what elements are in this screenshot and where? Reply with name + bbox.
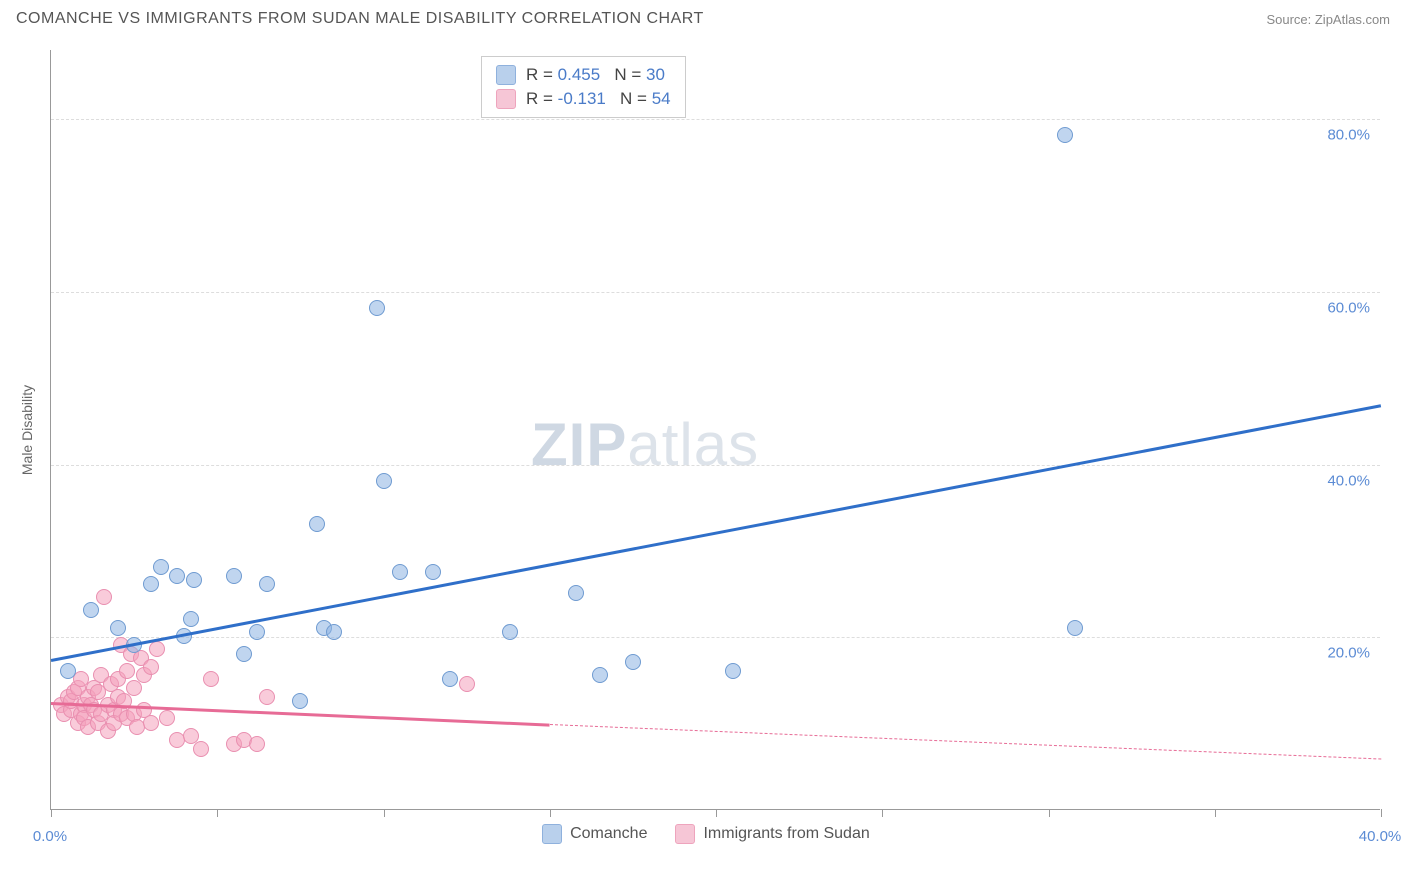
legend-swatch — [542, 824, 562, 844]
legend-label: Immigrants from Sudan — [703, 825, 869, 843]
data-point — [392, 564, 408, 580]
chart-header: COMANCHE VS IMMIGRANTS FROM SUDAN MALE D… — [0, 0, 1406, 36]
data-point — [193, 741, 209, 757]
data-point — [203, 671, 219, 687]
data-point — [153, 559, 169, 575]
stats-row: R = 0.455 N = 30 — [496, 63, 671, 87]
data-point — [143, 659, 159, 675]
data-point — [1057, 127, 1073, 143]
data-point — [60, 663, 76, 679]
stats-row: R = -0.131 N = 54 — [496, 87, 671, 111]
x-tick-mark — [51, 809, 52, 817]
data-point — [183, 611, 199, 627]
data-point — [236, 646, 252, 662]
x-tick-mark — [1215, 809, 1216, 817]
y-axis-label-container: Male Disability — [12, 50, 42, 810]
y-tick-label: 20.0% — [1327, 645, 1370, 662]
data-point — [186, 572, 202, 588]
watermark-zip: ZIP — [531, 411, 627, 478]
data-point — [376, 473, 392, 489]
x-tick-mark — [217, 809, 218, 817]
data-point — [292, 693, 308, 709]
legend-item: Immigrants from Sudan — [675, 824, 869, 844]
data-point — [143, 576, 159, 592]
watermark-atlas: atlas — [627, 411, 759, 478]
data-point — [119, 663, 135, 679]
data-point — [442, 671, 458, 687]
y-tick-label: 60.0% — [1327, 299, 1370, 316]
y-tick-label: 40.0% — [1327, 472, 1370, 489]
stats-text: R = -0.131 N = 54 — [526, 89, 671, 109]
data-point — [425, 564, 441, 580]
x-tick-mark — [1049, 809, 1050, 817]
legend: Comanche Immigrants from Sudan — [542, 824, 870, 844]
data-point — [1067, 620, 1083, 636]
data-point — [149, 641, 165, 657]
data-point — [226, 568, 242, 584]
data-point — [725, 663, 741, 679]
watermark: ZIPatlas — [531, 410, 759, 479]
data-point — [259, 576, 275, 592]
gridline — [51, 465, 1380, 466]
y-tick-label: 80.0% — [1327, 127, 1370, 144]
data-point — [143, 715, 159, 731]
stats-text: R = 0.455 N = 30 — [526, 65, 665, 85]
legend-item: Comanche — [542, 824, 647, 844]
data-point — [625, 654, 641, 670]
data-point — [249, 736, 265, 752]
data-point — [369, 300, 385, 316]
x-tick-label: 40.0% — [1359, 828, 1402, 845]
data-point — [96, 589, 112, 605]
trend-line — [51, 404, 1381, 661]
data-point — [568, 585, 584, 601]
data-point — [110, 620, 126, 636]
trend-line-extension — [550, 724, 1381, 760]
stats-swatch — [496, 89, 516, 109]
gridline — [51, 119, 1380, 120]
data-point — [309, 516, 325, 532]
data-point — [459, 676, 475, 692]
x-tick-mark — [716, 809, 717, 817]
legend-swatch — [675, 824, 695, 844]
data-point — [592, 667, 608, 683]
data-point — [259, 689, 275, 705]
data-point — [159, 710, 175, 726]
scatter-chart: ZIPatlas 20.0% 40.0% 60.0% 80.0% R = 0.455 N… — [50, 50, 1380, 810]
data-point — [126, 680, 142, 696]
stats-box: R = 0.455 N = 30 R = -0.131 N = 54 — [481, 56, 686, 118]
stats-swatch — [496, 65, 516, 85]
data-point — [502, 624, 518, 640]
chart-source: Source: ZipAtlas.com — [1266, 12, 1390, 27]
x-tick-mark — [550, 809, 551, 817]
data-point — [326, 624, 342, 640]
gridline — [51, 292, 1380, 293]
data-point — [169, 568, 185, 584]
data-point — [249, 624, 265, 640]
x-tick-mark — [1381, 809, 1382, 817]
x-tick-label: 0.0% — [33, 828, 67, 845]
legend-label: Comanche — [570, 825, 647, 843]
y-axis-label: Male Disability — [19, 385, 35, 475]
data-point — [83, 602, 99, 618]
x-tick-mark — [384, 809, 385, 817]
chart-title: COMANCHE VS IMMIGRANTS FROM SUDAN MALE D… — [16, 10, 704, 28]
x-tick-mark — [882, 809, 883, 817]
